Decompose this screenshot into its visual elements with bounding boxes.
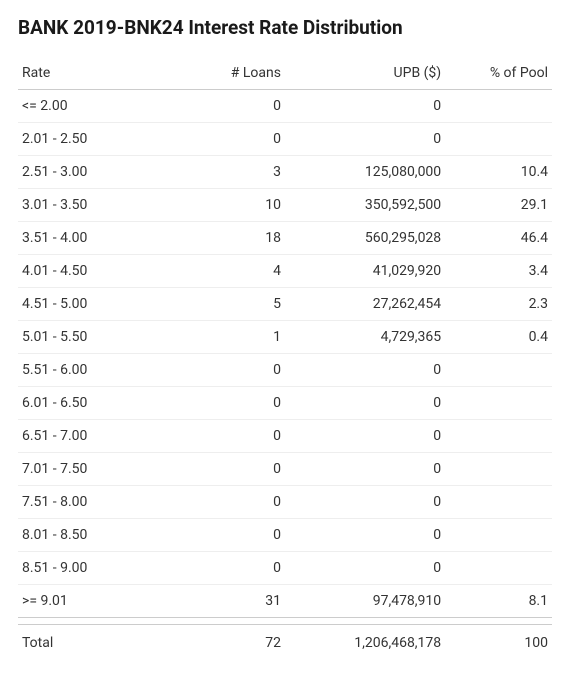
cell-pct: 0.4	[445, 321, 552, 354]
cell-upb: 27,262,454	[285, 288, 445, 321]
cell-pct	[445, 123, 552, 156]
cell-upb: 41,029,920	[285, 255, 445, 288]
table-row: 7.51 - 8.0000	[18, 486, 552, 519]
table-row: 7.01 - 7.5000	[18, 453, 552, 486]
cell-upb: 0	[285, 123, 445, 156]
cell-loans: 0	[168, 453, 285, 486]
cell-upb: 0	[285, 486, 445, 519]
cell-rate: <= 2.00	[18, 90, 168, 123]
cell-upb: 97,478,910	[285, 585, 445, 618]
cell-loans: 1	[168, 321, 285, 354]
table-row: 6.51 - 7.0000	[18, 420, 552, 453]
table-row: >= 9.013197,478,9108.1	[18, 585, 552, 618]
cell-pct: 3.4	[445, 255, 552, 288]
table-row: 5.51 - 6.0000	[18, 354, 552, 387]
table-row: 5.01 - 5.5014,729,3650.4	[18, 321, 552, 354]
total-upb: 1,206,468,178	[285, 625, 445, 660]
cell-pct	[445, 387, 552, 420]
cell-loans: 0	[168, 486, 285, 519]
table-row: 4.01 - 4.50441,029,9203.4	[18, 255, 552, 288]
table-header-row: Rate # Loans UPB ($) % of Pool	[18, 57, 552, 90]
cell-upb: 0	[285, 387, 445, 420]
table-row: 8.01 - 8.5000	[18, 519, 552, 552]
cell-upb: 0	[285, 519, 445, 552]
table-row: 6.01 - 6.5000	[18, 387, 552, 420]
cell-upb: 0	[285, 90, 445, 123]
cell-pct	[445, 519, 552, 552]
table-row: 3.01 - 3.5010350,592,50029.1	[18, 189, 552, 222]
cell-pct	[445, 354, 552, 387]
cell-rate: 8.01 - 8.50	[18, 519, 168, 552]
cell-rate: 5.01 - 5.50	[18, 321, 168, 354]
total-loans: 72	[168, 625, 285, 660]
table-row: 4.51 - 5.00527,262,4542.3	[18, 288, 552, 321]
col-header-rate: Rate	[18, 57, 168, 90]
cell-loans: 0	[168, 354, 285, 387]
col-header-upb: UPB ($)	[285, 57, 445, 90]
cell-upb: 125,080,000	[285, 156, 445, 189]
cell-loans: 10	[168, 189, 285, 222]
cell-pct	[445, 486, 552, 519]
cell-loans: 31	[168, 585, 285, 618]
cell-pct	[445, 453, 552, 486]
cell-rate: 6.01 - 6.50	[18, 387, 168, 420]
cell-loans: 4	[168, 255, 285, 288]
cell-rate: 3.01 - 3.50	[18, 189, 168, 222]
cell-loans: 0	[168, 387, 285, 420]
table-row: 3.51 - 4.0018560,295,02846.4	[18, 222, 552, 255]
cell-rate: 6.51 - 7.00	[18, 420, 168, 453]
cell-pct: 8.1	[445, 585, 552, 618]
total-pct: 100	[445, 625, 552, 660]
table-row: <= 2.0000	[18, 90, 552, 123]
col-header-pct: % of Pool	[445, 57, 552, 90]
cell-rate: >= 9.01	[18, 585, 168, 618]
cell-loans: 0	[168, 420, 285, 453]
cell-pct: 2.3	[445, 288, 552, 321]
table-total-row: Total 72 1,206,468,178 100	[18, 625, 552, 660]
cell-upb: 560,295,028	[285, 222, 445, 255]
total-label: Total	[18, 625, 168, 660]
table-row: 2.01 - 2.5000	[18, 123, 552, 156]
distribution-table: Rate # Loans UPB ($) % of Pool <= 2.0000…	[18, 57, 552, 659]
cell-pct: 46.4	[445, 222, 552, 255]
table-row: 8.51 - 9.0000	[18, 552, 552, 585]
cell-upb: 0	[285, 420, 445, 453]
col-header-loans: # Loans	[168, 57, 285, 90]
cell-loans: 5	[168, 288, 285, 321]
cell-loans: 0	[168, 123, 285, 156]
cell-upb: 0	[285, 453, 445, 486]
cell-loans: 3	[168, 156, 285, 189]
cell-loans: 0	[168, 519, 285, 552]
cell-loans: 0	[168, 90, 285, 123]
cell-rate: 2.01 - 2.50	[18, 123, 168, 156]
cell-rate: 2.51 - 3.00	[18, 156, 168, 189]
page-title: BANK 2019-BNK24 Interest Rate Distributi…	[18, 16, 552, 39]
cell-pct	[445, 420, 552, 453]
cell-upb: 350,592,500	[285, 189, 445, 222]
cell-rate: 7.51 - 8.00	[18, 486, 168, 519]
cell-pct	[445, 90, 552, 123]
cell-upb: 0	[285, 552, 445, 585]
cell-rate: 5.51 - 6.00	[18, 354, 168, 387]
cell-loans: 0	[168, 552, 285, 585]
cell-rate: 8.51 - 9.00	[18, 552, 168, 585]
cell-pct: 10.4	[445, 156, 552, 189]
cell-rate: 4.51 - 5.00	[18, 288, 168, 321]
table-row: 2.51 - 3.003125,080,00010.4	[18, 156, 552, 189]
cell-rate: 4.01 - 4.50	[18, 255, 168, 288]
cell-upb: 4,729,365	[285, 321, 445, 354]
cell-pct	[445, 552, 552, 585]
cell-upb: 0	[285, 354, 445, 387]
cell-pct: 29.1	[445, 189, 552, 222]
cell-rate: 7.01 - 7.50	[18, 453, 168, 486]
cell-rate: 3.51 - 4.00	[18, 222, 168, 255]
cell-loans: 18	[168, 222, 285, 255]
